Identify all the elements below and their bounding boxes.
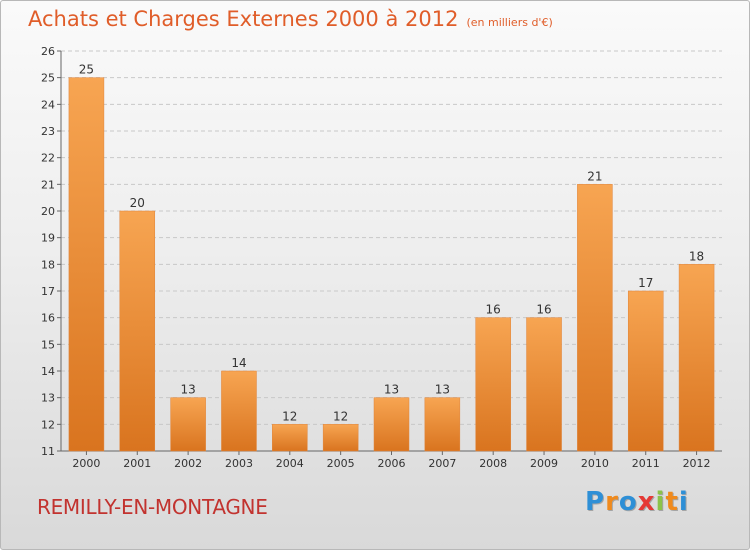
x-tick-label: 2008	[479, 457, 507, 470]
bar-value-label: 13	[435, 383, 450, 397]
x-tick-label: 2006	[378, 457, 406, 470]
y-tick-label: 22	[41, 152, 55, 165]
y-tick-label: 13	[41, 392, 55, 405]
x-tick-label: 2001	[123, 457, 151, 470]
bar-value-label: 18	[689, 249, 704, 263]
y-tick-label: 16	[41, 312, 55, 325]
bar-value-label: 17	[638, 276, 653, 290]
bar-2010	[577, 184, 613, 452]
y-tick-label: 19	[41, 232, 55, 245]
bar-value-label: 16	[536, 303, 551, 317]
proxiti-logo[interactable]: Proxiti	[585, 487, 689, 517]
bar-2001	[119, 210, 156, 452]
bar-value-label: 13	[384, 383, 399, 397]
bar-2004	[272, 424, 308, 452]
y-tick-label: 23	[41, 125, 55, 138]
x-tick-label: 2007	[428, 457, 456, 470]
bar-value-label: 16	[486, 303, 501, 317]
y-tick-label: 15	[41, 338, 55, 351]
bar-2003	[221, 370, 257, 452]
y-tick-label: 12	[41, 418, 55, 431]
x-tick-label: 2005	[327, 457, 355, 470]
bar-value-label: 25	[79, 63, 94, 77]
y-tick-label: 26	[41, 45, 55, 58]
y-tick-label: 21	[41, 178, 55, 191]
bar-2011	[627, 290, 664, 452]
y-tick-label: 11	[41, 445, 55, 458]
bar-2006	[373, 397, 410, 452]
bar-value-label: 20	[130, 196, 145, 210]
bar-2012	[678, 264, 715, 452]
x-tick-label: 2012	[683, 457, 711, 470]
x-tick-label: 2002	[174, 457, 202, 470]
bars	[68, 77, 715, 452]
logo-letter: i	[678, 487, 689, 517]
x-tick-label: 2004	[276, 457, 304, 470]
chart-unit: (en milliers d'€)	[466, 16, 553, 29]
x-tick-label: 2010	[581, 457, 609, 470]
bar-value-label: 14	[231, 356, 246, 370]
x-tick-label: 2000	[72, 457, 100, 470]
y-tick-label: 14	[41, 365, 55, 378]
chart-title-text: Achats et Charges Externes 2000 à 2012	[28, 7, 459, 31]
y-tick-label: 17	[41, 285, 55, 298]
logo-letter: P	[585, 487, 606, 517]
logo-letter: r	[605, 487, 619, 517]
bar-2008	[475, 317, 511, 452]
x-tick-label: 2009	[530, 457, 558, 470]
bar-2007	[424, 397, 461, 452]
commune-name: REMILLY-EN-MONTAGNE	[37, 495, 268, 519]
x-tick-label: 2011	[632, 457, 660, 470]
y-tick-label: 25	[41, 72, 55, 85]
y-tick-label: 18	[41, 258, 55, 271]
chart-title: Achats et Charges Externes 2000 à 2012 (e…	[28, 7, 553, 31]
bar-2000	[68, 77, 105, 452]
logo-letter: i	[655, 487, 666, 517]
bar-value-label: 21	[587, 169, 602, 183]
bar-2002	[170, 397, 206, 452]
bar-2009	[526, 317, 562, 452]
y-tick-label: 20	[41, 205, 55, 218]
y-tick-label: 24	[41, 98, 55, 111]
bar-value-label: 12	[282, 409, 297, 423]
logo-letter: t	[665, 487, 679, 517]
bar-value-label: 13	[180, 383, 195, 397]
x-tick-label: 2003	[225, 457, 253, 470]
labels: 11 12 13 14 15 16 17 18 19 20 21 22 23 24 25 26 25 2000 20…	[41, 45, 711, 470]
bar-2005	[322, 424, 359, 452]
logo-letter: o	[618, 487, 638, 517]
logo-letter: x	[637, 487, 656, 517]
bar-value-label: 12	[333, 409, 348, 423]
